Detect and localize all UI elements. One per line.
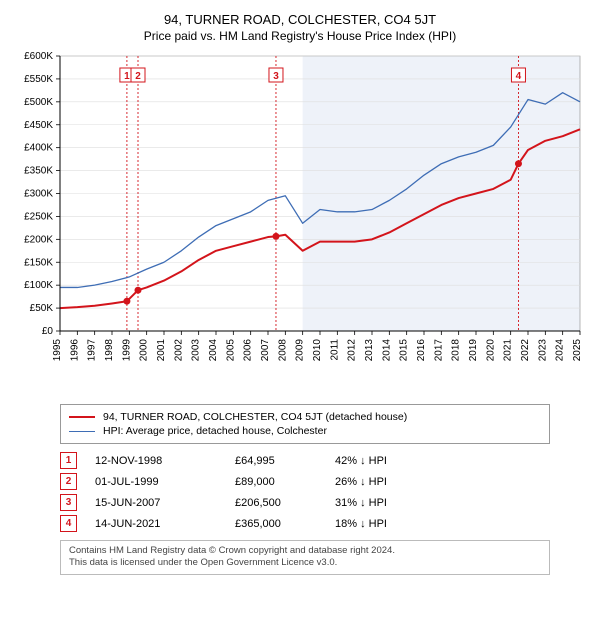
- sales-row: 3 15-JUN-2007£206,50031% ↓ HPI: [60, 494, 550, 511]
- footer-line1: Contains HM Land Registry data © Crown c…: [69, 545, 541, 557]
- legend-item-subject: 94, TURNER ROAD, COLCHESTER, CO4 5JT (de…: [69, 411, 541, 423]
- svg-text:2010: 2010: [312, 339, 323, 362]
- sales-row: 1 12-NOV-1998£64,99542% ↓ HPI: [60, 452, 550, 469]
- chart-container: 94, TURNER ROAD, COLCHESTER, CO4 5JT Pri…: [0, 0, 600, 580]
- svg-text:2004: 2004: [208, 339, 219, 362]
- svg-text:2006: 2006: [243, 339, 254, 362]
- svg-text:1997: 1997: [87, 339, 98, 362]
- svg-text:2023: 2023: [537, 339, 548, 362]
- svg-text:2015: 2015: [399, 339, 410, 362]
- svg-text:2024: 2024: [555, 339, 566, 362]
- svg-text:2022: 2022: [520, 339, 531, 362]
- sale-diff: 42% ↓ HPI: [335, 455, 435, 467]
- svg-text:2001: 2001: [156, 339, 167, 362]
- svg-text:£550K: £550K: [24, 74, 53, 85]
- svg-text:£200K: £200K: [24, 234, 53, 245]
- svg-text:2021: 2021: [503, 339, 514, 362]
- legend-label-subject: 94, TURNER ROAD, COLCHESTER, CO4 5JT (de…: [103, 411, 407, 423]
- sale-date: 12-NOV-1998: [95, 455, 235, 467]
- svg-text:2003: 2003: [191, 339, 202, 362]
- line-chart: £0 £50K £100K £150K £200K £250K £300K £350K £400…: [10, 51, 590, 391]
- sales-table: 1 12-NOV-1998£64,99542% ↓ HPI 2 01-JUL-1999…: [60, 452, 550, 532]
- svg-text:2017: 2017: [433, 339, 444, 362]
- legend-swatch-hpi: [69, 431, 95, 432]
- sale-marker-3: 3: [60, 494, 77, 511]
- svg-text:1998: 1998: [104, 339, 115, 362]
- sale-date: 15-JUN-2007: [95, 497, 235, 509]
- svg-text:2000: 2000: [139, 339, 150, 362]
- legend-swatch-subject: [69, 416, 95, 418]
- sale-price: £365,000: [235, 518, 335, 530]
- svg-text:2025: 2025: [572, 339, 583, 362]
- svg-text:2009: 2009: [295, 339, 306, 362]
- svg-text:2013: 2013: [364, 339, 375, 362]
- svg-text:3: 3: [273, 71, 279, 82]
- svg-text:4: 4: [516, 71, 522, 82]
- svg-text:£300K: £300K: [24, 189, 53, 200]
- sale-date: 14-JUN-2021: [95, 518, 235, 530]
- svg-text:£600K: £600K: [24, 51, 53, 62]
- sales-row: 4 14-JUN-2021£365,00018% ↓ HPI: [60, 515, 550, 532]
- svg-text:2016: 2016: [416, 339, 427, 362]
- svg-text:1999: 1999: [121, 339, 132, 362]
- svg-text:£250K: £250K: [24, 211, 53, 222]
- sale-price: £89,000: [235, 476, 335, 488]
- svg-text:1996: 1996: [69, 339, 80, 362]
- svg-text:2: 2: [135, 71, 141, 82]
- sale-marker-2: 2: [60, 473, 77, 490]
- svg-text:£400K: £400K: [24, 143, 53, 154]
- svg-text:2007: 2007: [260, 339, 271, 362]
- footer-line2: This data is licensed under the Open Gov…: [69, 557, 541, 569]
- chart-area: £0 £50K £100K £150K £200K £250K £300K £350K £400…: [10, 51, 590, 396]
- sale-diff: 31% ↓ HPI: [335, 497, 435, 509]
- legend: 94, TURNER ROAD, COLCHESTER, CO4 5JT (de…: [60, 404, 550, 444]
- chart-title: 94, TURNER ROAD, COLCHESTER, CO4 5JT: [10, 12, 590, 27]
- svg-text:2020: 2020: [485, 339, 496, 362]
- svg-text:£100K: £100K: [24, 280, 53, 291]
- svg-text:2005: 2005: [225, 339, 236, 362]
- sale-diff: 18% ↓ HPI: [335, 518, 435, 530]
- svg-text:2002: 2002: [173, 339, 184, 362]
- svg-text:2018: 2018: [451, 339, 462, 362]
- svg-text:2011: 2011: [329, 339, 340, 361]
- svg-text:2012: 2012: [347, 339, 358, 362]
- sales-row: 2 01-JUL-1999£89,00026% ↓ HPI: [60, 473, 550, 490]
- sale-marker-4: 4: [60, 515, 77, 532]
- sale-marker-1: 1: [60, 452, 77, 469]
- sale-price: £64,995: [235, 455, 335, 467]
- sale-date: 01-JUL-1999: [95, 476, 235, 488]
- sale-price: £206,500: [235, 497, 335, 509]
- svg-text:1995: 1995: [52, 339, 63, 362]
- svg-text:2019: 2019: [468, 339, 479, 362]
- svg-text:£50K: £50K: [30, 303, 54, 314]
- footer-note: Contains HM Land Registry data © Crown c…: [60, 540, 550, 575]
- svg-text:£500K: £500K: [24, 97, 53, 108]
- legend-label-hpi: HPI: Average price, detached house, Colc…: [103, 425, 327, 437]
- sale-diff: 26% ↓ HPI: [335, 476, 435, 488]
- svg-text:£150K: £150K: [24, 257, 53, 268]
- svg-text:£450K: £450K: [24, 120, 53, 131]
- svg-text:£0: £0: [42, 326, 54, 337]
- chart-subtitle: Price paid vs. HM Land Registry's House …: [10, 29, 590, 43]
- svg-text:1: 1: [124, 71, 130, 82]
- svg-text:2014: 2014: [381, 339, 392, 362]
- svg-text:2008: 2008: [277, 339, 288, 362]
- svg-text:£350K: £350K: [24, 166, 53, 177]
- legend-item-hpi: HPI: Average price, detached house, Colc…: [69, 425, 541, 437]
